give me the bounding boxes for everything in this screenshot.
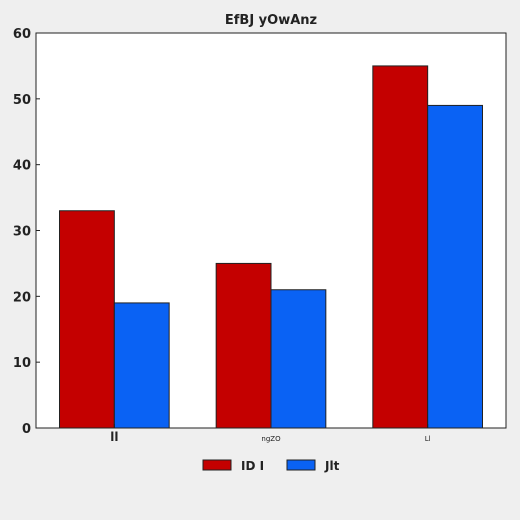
y-tick-label: 50 bbox=[13, 93, 31, 108]
legend-label: Jlt bbox=[324, 459, 340, 473]
y-tick-label: 40 bbox=[13, 159, 31, 174]
x-tick-label: Ll bbox=[425, 435, 431, 443]
x-tick-label: ngZO bbox=[261, 435, 281, 443]
bar bbox=[59, 210, 115, 429]
y-tick-label: 0 bbox=[22, 422, 31, 437]
bar bbox=[270, 289, 327, 429]
legend-label: ID I bbox=[241, 459, 264, 473]
bar bbox=[372, 65, 429, 429]
bar bbox=[215, 262, 272, 429]
bar bbox=[427, 104, 483, 429]
bar-group bbox=[59, 65, 483, 429]
chart-title: EfBJ yOwAnz bbox=[225, 13, 317, 28]
legend: ID I Jlt bbox=[202, 459, 340, 473]
x-axis: ll ngZO Ll bbox=[110, 424, 431, 444]
legend-swatch bbox=[286, 459, 316, 471]
y-tick-label: 30 bbox=[13, 225, 31, 240]
y-tick-label: 10 bbox=[13, 356, 31, 371]
y-tick-label: 20 bbox=[13, 290, 31, 305]
legend-swatch bbox=[202, 459, 232, 471]
y-tick-label: 60 bbox=[13, 27, 31, 42]
y-axis: 0 10 20 30 40 50 60 bbox=[13, 27, 40, 437]
bar bbox=[113, 302, 170, 429]
x-tick-label: ll bbox=[110, 430, 118, 444]
